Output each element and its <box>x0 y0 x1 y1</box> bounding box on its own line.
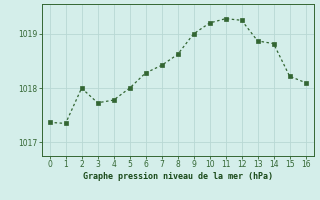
X-axis label: Graphe pression niveau de la mer (hPa): Graphe pression niveau de la mer (hPa) <box>83 172 273 181</box>
